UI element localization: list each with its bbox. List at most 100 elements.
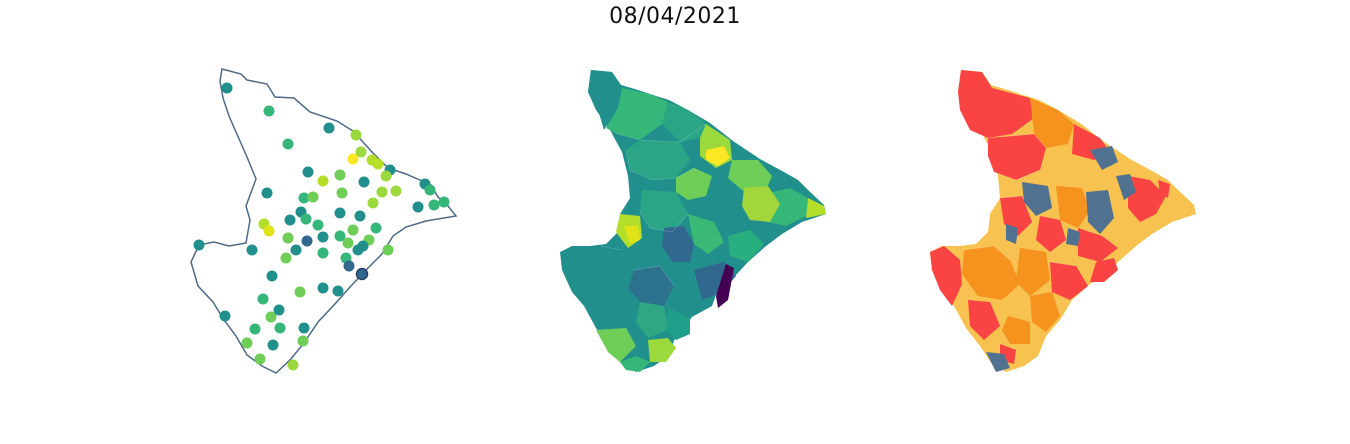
station-point	[312, 219, 324, 231]
municipality-regions-risk	[930, 70, 1196, 372]
region-orange-sw	[962, 246, 1020, 300]
station-point	[372, 158, 384, 170]
station-point	[219, 310, 231, 322]
region-borders-viridis	[599, 123, 707, 287]
station-point	[317, 282, 329, 294]
region-west-yellow	[624, 226, 640, 244]
station-point	[298, 322, 310, 334]
region-nw	[588, 70, 622, 130]
station-point	[412, 201, 424, 213]
station-point	[287, 359, 299, 371]
region-orange-s	[1016, 248, 1050, 296]
station-point	[265, 311, 277, 323]
station-point	[290, 244, 302, 256]
station-point	[334, 169, 346, 181]
station-point	[357, 240, 369, 252]
station-point	[323, 122, 335, 134]
region-east3	[742, 186, 780, 222]
region-n1	[606, 88, 668, 140]
region-red-mid1	[988, 134, 1046, 180]
region-blue-mid	[1022, 182, 1052, 216]
station-point	[294, 286, 306, 298]
region-s5	[620, 356, 650, 372]
region-blue-s	[986, 352, 1010, 372]
region-red-e2	[1158, 180, 1170, 198]
region-borders-risk	[963, 133, 1077, 267]
region-s3	[596, 328, 636, 362]
station-point	[380, 170, 392, 182]
station-point	[428, 199, 440, 211]
station-point	[300, 213, 312, 225]
station-point	[336, 187, 348, 199]
station-point	[263, 105, 275, 117]
station-point	[280, 252, 292, 264]
station-point	[342, 237, 354, 249]
station-point	[343, 260, 355, 272]
region-red-n	[958, 70, 1034, 138]
station-point	[297, 335, 309, 347]
region-red-s2	[968, 300, 1000, 340]
region-orange-mid	[1056, 186, 1090, 228]
station-point	[263, 225, 275, 237]
region-red-e	[1128, 176, 1166, 222]
region-s4	[648, 338, 676, 362]
station-point	[267, 339, 279, 351]
region-center1	[640, 190, 688, 232]
region-capital	[716, 264, 734, 308]
region-mid2	[676, 168, 712, 200]
station-point	[249, 323, 261, 335]
station-point	[334, 230, 346, 242]
station-point	[273, 304, 285, 316]
station-point	[376, 186, 388, 198]
station-point	[382, 244, 394, 256]
station-point	[355, 146, 367, 158]
station-point	[350, 129, 362, 141]
station-point	[347, 224, 359, 236]
station-point	[307, 191, 319, 203]
region-n2	[662, 102, 706, 142]
region-red-sw	[930, 246, 962, 306]
region-east2	[806, 198, 826, 218]
choropleth-viridis-panel	[560, 70, 826, 372]
municipality-regions-viridis	[560, 70, 826, 372]
figure-title: 08/04/2021	[609, 4, 741, 29]
station-point	[347, 153, 359, 165]
station-point	[355, 267, 369, 281]
station-points	[193, 82, 450, 371]
region-orange-s2	[1030, 292, 1060, 332]
region-blue-mid2	[1086, 190, 1114, 234]
station-point	[221, 82, 233, 94]
station-point	[334, 207, 346, 219]
region-center3	[688, 214, 724, 254]
region-mid1	[626, 140, 690, 180]
station-point	[317, 231, 329, 243]
region-orange-s3	[1002, 316, 1030, 344]
station-point	[298, 192, 310, 204]
region-center4	[728, 230, 764, 262]
region-red-coast	[1090, 258, 1118, 282]
station-point	[317, 247, 329, 259]
region-yellow1	[706, 146, 730, 166]
station-point	[257, 293, 269, 305]
station-point	[332, 285, 344, 297]
region-red-center	[1036, 216, 1066, 252]
region-s6	[666, 308, 690, 340]
station-point	[241, 337, 253, 349]
region-blue-w	[1006, 224, 1018, 244]
state-outline	[190, 68, 457, 374]
region-center2	[662, 226, 694, 262]
station-point	[261, 187, 273, 199]
region-blue-center	[1066, 228, 1080, 246]
region-sw1	[596, 246, 634, 288]
station-point	[301, 235, 313, 247]
station-point	[254, 353, 266, 365]
station-point	[282, 232, 294, 244]
station-point	[246, 244, 258, 256]
station-point	[367, 197, 379, 209]
choropleth-risk-panel	[930, 70, 1196, 372]
region-s2	[636, 302, 668, 338]
region-red-center2	[1078, 228, 1118, 262]
station-point	[390, 185, 402, 197]
station-point	[302, 166, 314, 178]
station-point	[193, 239, 205, 251]
